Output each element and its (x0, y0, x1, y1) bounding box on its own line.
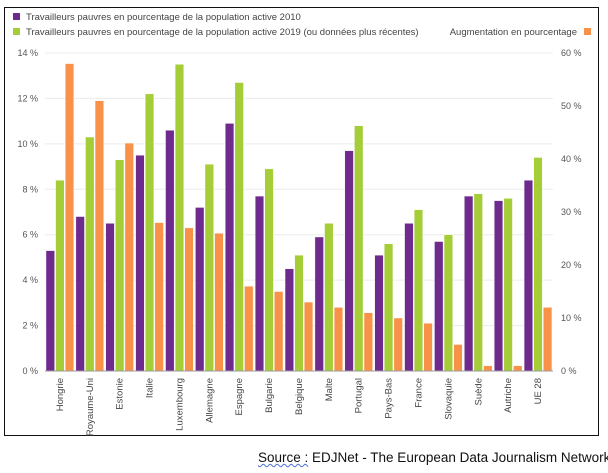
chart-frame (4, 7, 599, 436)
bar-2010 (464, 195, 474, 372)
bar-2019 (503, 198, 513, 372)
category-label: Estonie (115, 378, 126, 410)
source-text: EDJNet - The European Data Journalism Ne… (308, 450, 608, 465)
bar-2010 (75, 216, 85, 372)
bar-augmentation (94, 100, 104, 372)
right-axis-tick: 20 % (561, 260, 582, 270)
legend-swatch-augmentation (584, 28, 591, 35)
left-axis-tick: 14 % (17, 48, 38, 58)
left-axis-tick: 8 % (22, 184, 38, 194)
category-label: Hongrie (55, 378, 66, 411)
bar-2010 (135, 155, 145, 372)
category-label: Pays-Bas (384, 378, 395, 419)
category-label: Portugal (354, 378, 365, 413)
bar-augmentation (393, 317, 403, 372)
bar-augmentation (513, 365, 523, 372)
left-axis-tick: 2 % (22, 321, 38, 331)
bar-augmentation (453, 344, 463, 372)
category-label: France (413, 378, 424, 408)
bar-2019 (324, 223, 334, 372)
source-prefix: Source : (258, 450, 309, 465)
bar-2010 (523, 179, 533, 372)
bar-2010 (494, 200, 504, 372)
bar-augmentation (333, 307, 343, 372)
right-axis-tick: 60 % (561, 48, 582, 58)
legend: Travailleurs pauvres en pourcentage de l… (13, 12, 591, 38)
legend-label-2010: Travailleurs pauvres en pourcentage de l… (26, 12, 301, 23)
left-axis-tick: 10 % (17, 139, 38, 149)
category-label: Allemagne (204, 378, 215, 423)
bar-2019 (354, 125, 364, 372)
bar-augmentation (483, 365, 493, 372)
bar-2010 (254, 195, 264, 372)
bar-2019 (473, 193, 483, 372)
bar-augmentation (423, 323, 433, 372)
category-label: Slovaquie (443, 378, 454, 420)
bar-augmentation (124, 142, 134, 372)
category-label: Espagne (234, 378, 245, 416)
left-axis-tick: 6 % (22, 230, 38, 240)
right-axis-tick: 50 % (561, 101, 582, 111)
bar-augmentation (214, 232, 224, 372)
category-label: Royaume-Uni (85, 378, 96, 436)
left-axis-tick: 4 % (22, 275, 38, 285)
category-label: Suède (473, 378, 484, 405)
category-label: Autriche (503, 378, 514, 413)
right-axis-tick: 10 % (561, 313, 582, 323)
bar-2019 (264, 168, 274, 372)
left-axis-tick: 0 % (22, 366, 38, 376)
bar-2010 (344, 150, 354, 372)
bar-2019 (85, 136, 95, 372)
bar-2019 (533, 157, 543, 372)
bar-2019 (115, 159, 125, 372)
bar-augmentation (64, 63, 74, 372)
category-label: Malte (324, 378, 335, 401)
category-label: Bulgarie (264, 378, 275, 413)
left-axis-tick: 12 % (17, 93, 38, 103)
bar-2010 (314, 236, 324, 372)
bar-2010 (105, 223, 115, 372)
legend-label-augmentation: Augmentation en pourcentage (450, 27, 577, 38)
legend-swatch-2019 (13, 28, 20, 35)
bar-2019 (174, 64, 184, 372)
bar-2019 (204, 164, 214, 372)
bar-augmentation (154, 222, 164, 372)
bar-2019 (234, 82, 244, 372)
bar-augmentation (184, 227, 194, 372)
bar-2019 (145, 93, 155, 372)
category-label: UE 28 (533, 378, 544, 404)
category-label: Luxembourg (174, 378, 185, 431)
bar-2010 (374, 254, 384, 372)
bar-augmentation (244, 286, 254, 372)
category-label: Belgique (294, 378, 305, 415)
bar-augmentation (363, 312, 373, 372)
bar-2010 (165, 130, 175, 372)
right-axis-tick: 0 % (561, 366, 577, 376)
right-axis-tick: 30 % (561, 207, 582, 217)
bar-2019 (384, 243, 394, 372)
bar-2010 (225, 123, 235, 372)
bar-2019 (294, 254, 304, 372)
legend-swatch-2010 (13, 13, 20, 20)
legend-label-2019: Travailleurs pauvres en pourcentage de l… (26, 27, 419, 38)
bar-augmentation (304, 301, 314, 372)
source-caption: Source : EDJNet - The European Data Jour… (258, 450, 608, 465)
bar-2019 (413, 209, 423, 372)
bar-2019 (443, 234, 453, 372)
bar-augmentation (543, 307, 553, 372)
bar-2010 (434, 241, 444, 372)
bar-2010 (195, 207, 205, 372)
right-axis-tick: 40 % (561, 154, 582, 164)
bar-augmentation (274, 291, 284, 372)
bar-2010 (284, 268, 294, 372)
bar-2010 (404, 223, 414, 372)
category-label: Italie (145, 378, 156, 398)
bar-2019 (55, 179, 65, 372)
bar-2010 (45, 250, 55, 372)
